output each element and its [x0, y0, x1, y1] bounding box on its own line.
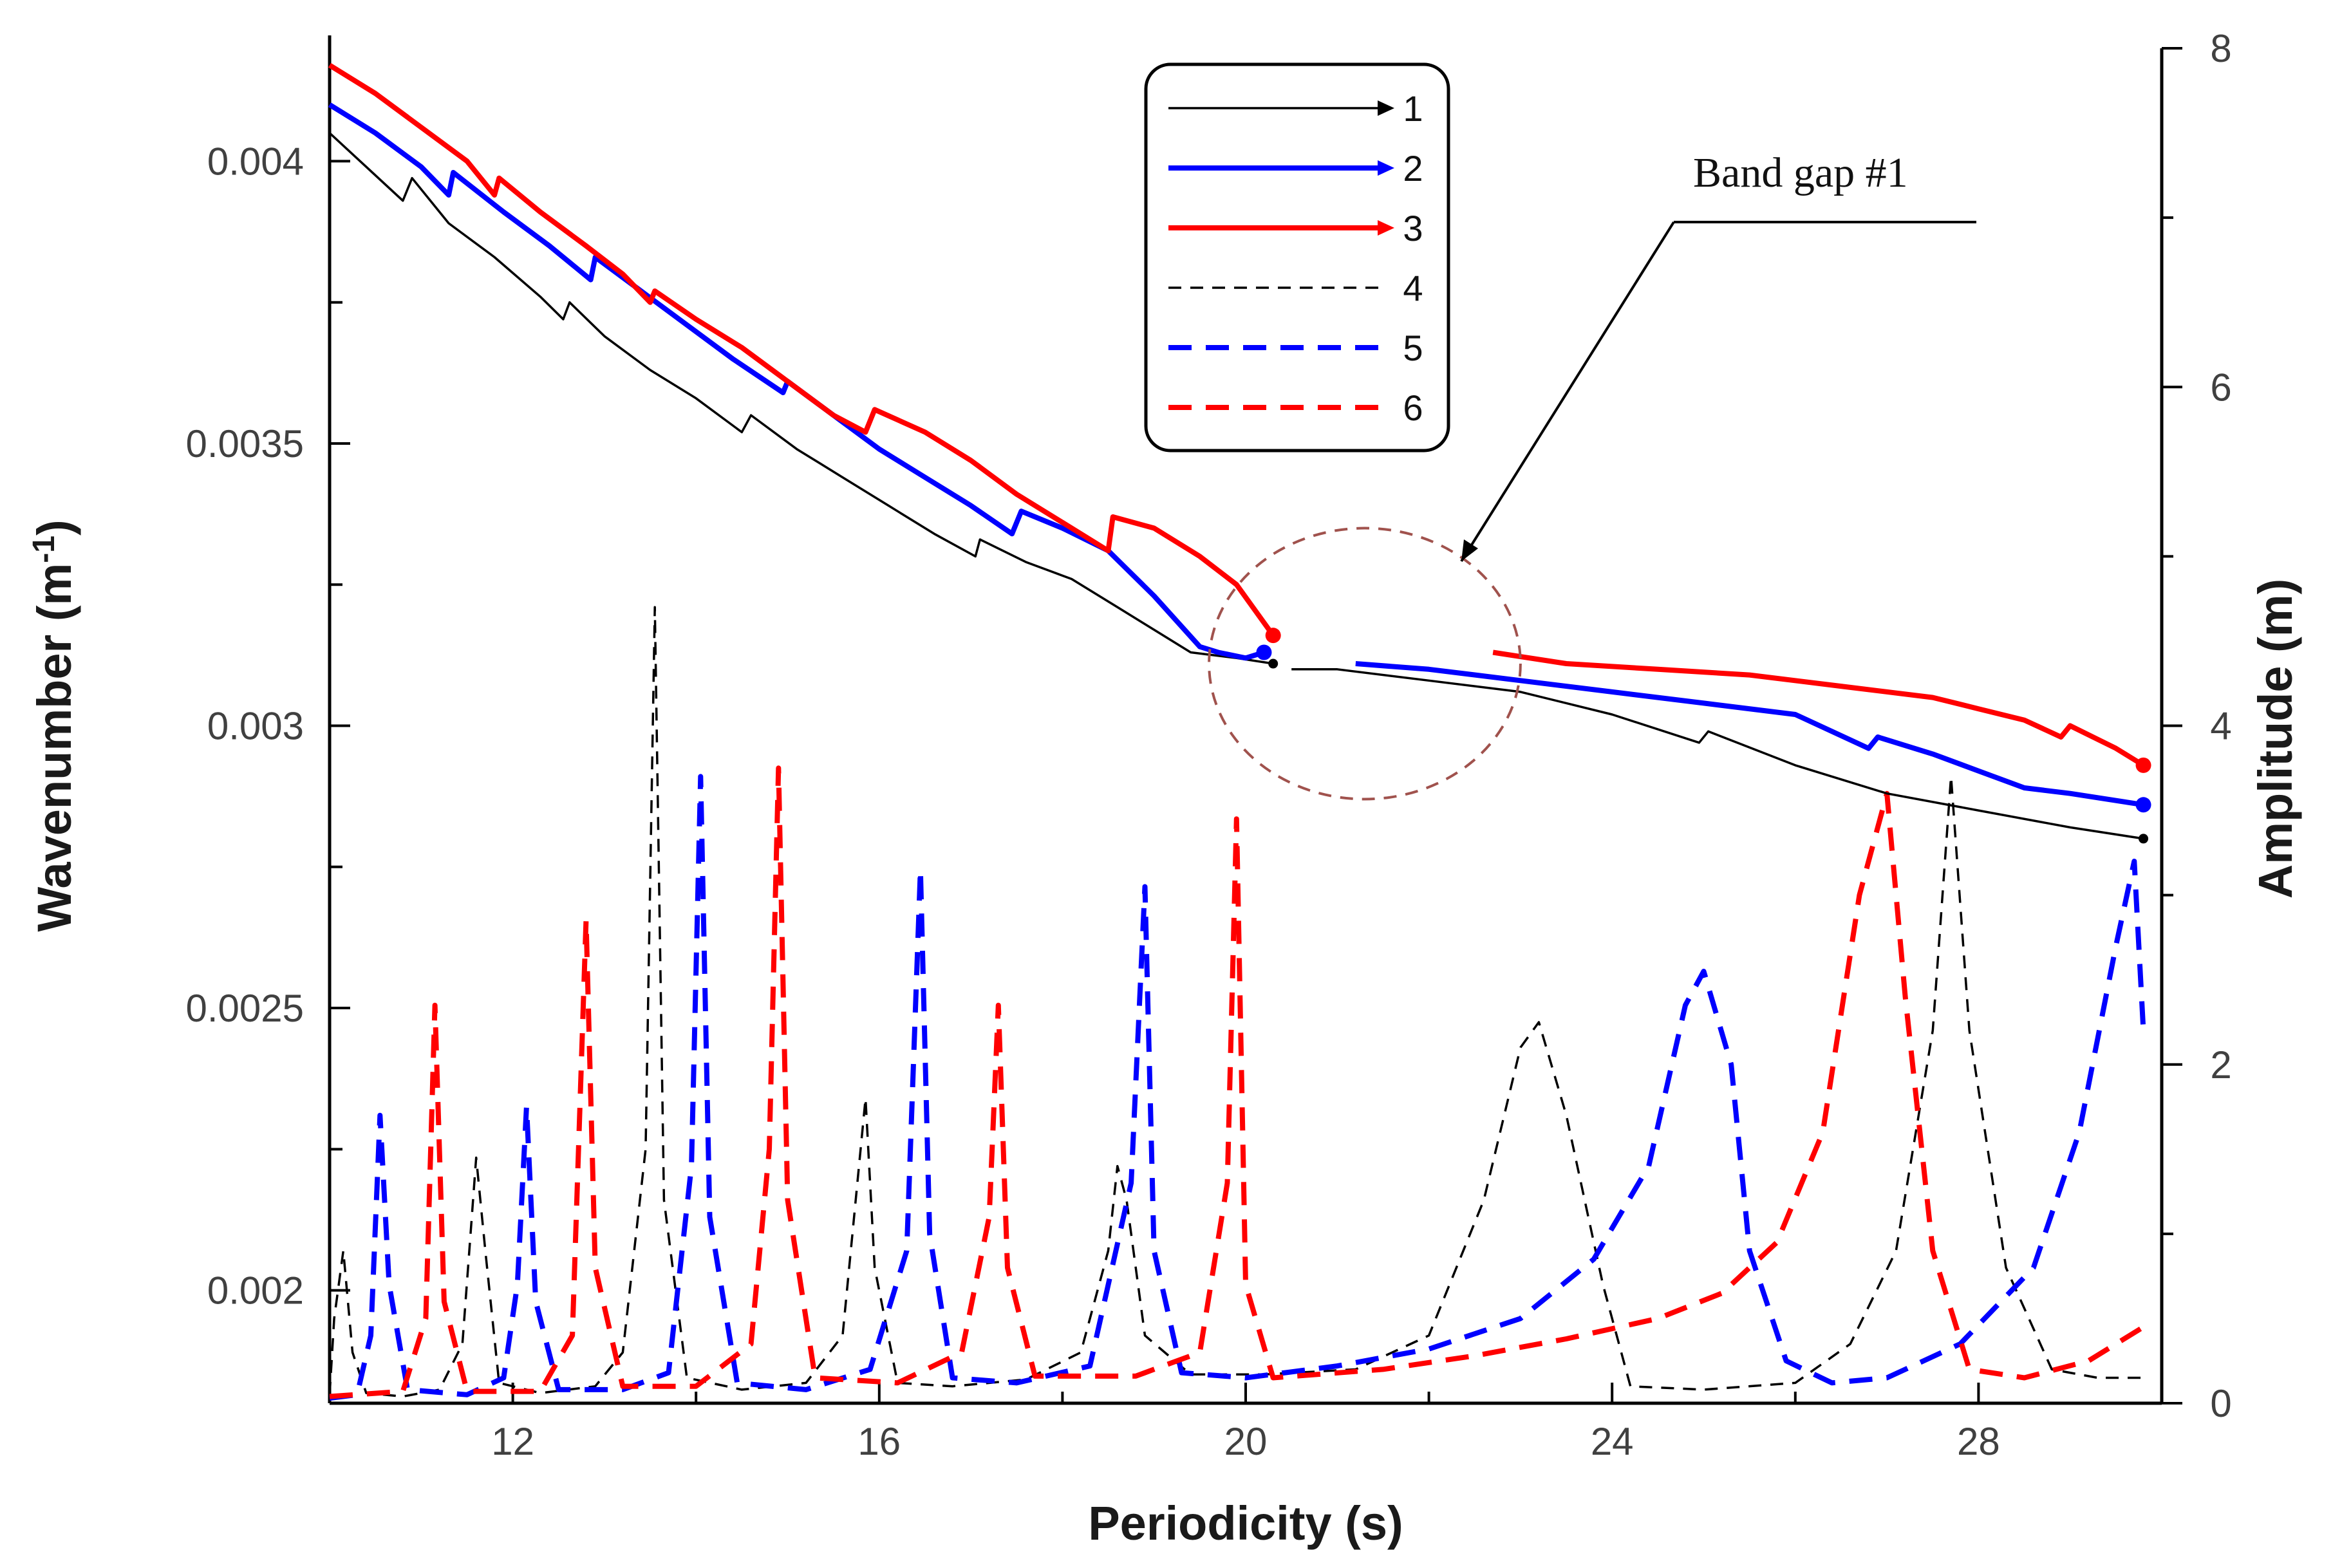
legend-label-2: 2 — [1403, 148, 1423, 189]
series-1-endpoint-marker — [1268, 658, 1279, 669]
legend-arrow-3 — [1378, 220, 1394, 236]
x-tick-label: 16 — [857, 1420, 901, 1463]
legend-arrow-1 — [1378, 100, 1394, 116]
band-gap-circle — [1208, 527, 1522, 801]
series-2-endpoint-marker — [2135, 797, 2151, 813]
legend-label-6: 6 — [1403, 387, 1423, 428]
legend-entries: 1 2 3 4 5 6 — [1168, 88, 1423, 428]
series-2-endpoint-marker — [1256, 644, 1272, 660]
series-1-endpoint-marker — [2139, 834, 2149, 844]
annotation-layer: Band gap #1 — [1208, 149, 1976, 801]
annotation-label: Band gap #1 — [1693, 149, 1908, 196]
series-5-line — [329, 774, 2146, 1401]
legend-label-5: 5 — [1403, 328, 1423, 368]
series-6-line — [329, 765, 2145, 1399]
y-right-axis-title: Amplitude (m) — [2249, 579, 2302, 899]
series-3-line — [1492, 649, 2145, 768]
y-right-tick-label: 4 — [2210, 705, 2231, 748]
legend-box — [1144, 62, 1450, 453]
y-left-tick-label: 0.003 — [207, 705, 304, 748]
axes-layer: 12 16 20 24 280.0020.00250.0030.00350.004024… — [185, 27, 2231, 1463]
series-1-line — [328, 132, 1273, 665]
y-right-tick-label: 0 — [2210, 1382, 2231, 1425]
legend-label-3: 3 — [1403, 208, 1423, 248]
series-2-line — [1355, 661, 2144, 808]
annotation-arrowhead — [1461, 539, 1478, 561]
legend-arrow-2 — [1378, 160, 1394, 176]
x-tick-label: 28 — [1957, 1420, 2000, 1463]
y-left-tick-label: 0.004 — [207, 140, 304, 183]
series-4-line — [328, 606, 2144, 1398]
y-left-title-close: ) — [28, 519, 81, 536]
y-left-tick-label: 0.0025 — [185, 987, 304, 1030]
series-layer — [328, 62, 2151, 1401]
legend: 1 2 3 4 5 6 — [1144, 62, 1450, 453]
series-3-endpoint-marker — [2135, 757, 2151, 773]
x-tick-label: 24 — [1591, 1420, 1634, 1463]
annotation-leader-diagonal — [1460, 221, 1675, 563]
y-right-tick-label: 6 — [2210, 366, 2231, 409]
y-left-axis-title: Wavenumber (m-1) — [27, 519, 82, 931]
y-right-tick-label: 8 — [2210, 27, 2231, 70]
series-1-line — [1291, 668, 2144, 840]
series-3-line — [328, 62, 1275, 637]
x-tick-label: 12 — [491, 1420, 534, 1463]
y-left-tick-label: 0.002 — [207, 1269, 304, 1312]
x-tick-label: 20 — [1224, 1420, 1268, 1463]
legend-label-1: 1 — [1403, 88, 1423, 129]
x-axis-title: Periodicity (s) — [1088, 1497, 1403, 1550]
series-3-endpoint-marker — [1265, 628, 1281, 644]
y-left-tick-label: 0.0035 — [185, 422, 304, 465]
y-right-tick-label: 2 — [2210, 1043, 2231, 1087]
legend-label-4: 4 — [1403, 268, 1423, 308]
y-left-title-exp: -1 — [27, 536, 61, 563]
y-left-title-main: Wavenumber (m — [28, 563, 81, 932]
